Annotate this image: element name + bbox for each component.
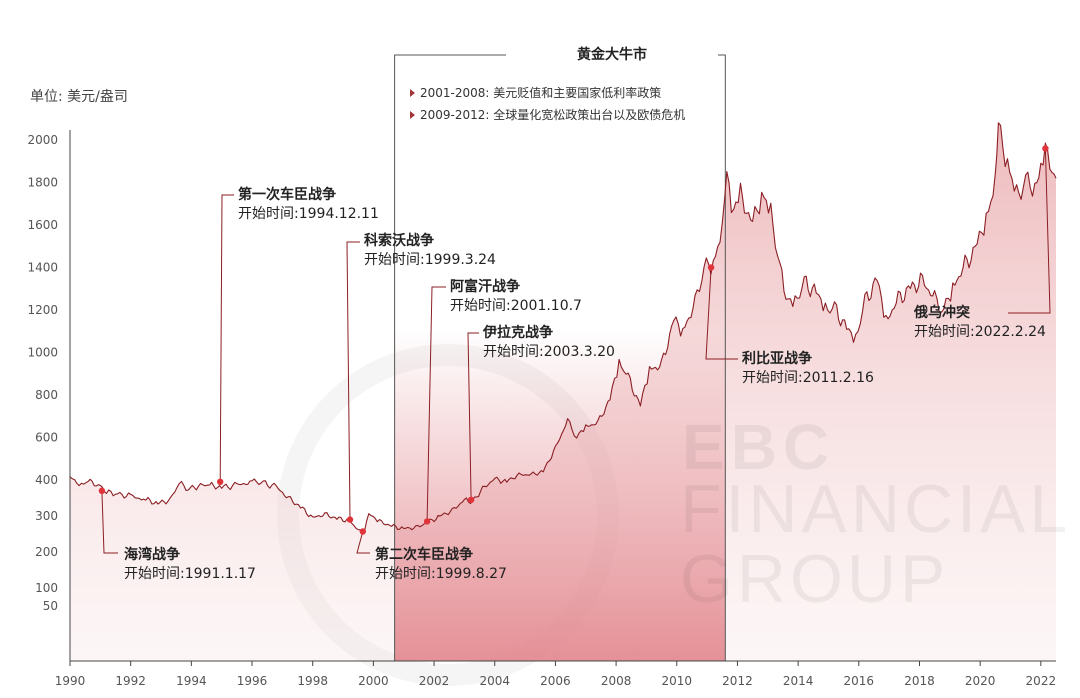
price-line <box>69 122 1057 534</box>
x-tick-label: 2008 <box>601 674 632 688</box>
event-marker <box>359 528 366 535</box>
bull-market-note: 2009-2012: 全球量化宽松政策出台以及欧债危机 <box>410 106 685 123</box>
event-iraq-war: 伊拉克战争 开始时间:2003.3.20 <box>483 324 615 362</box>
event-leader-line <box>426 286 446 522</box>
x-tick-label: 2022 <box>1026 674 1057 688</box>
event-leader-line <box>101 490 118 554</box>
event-leader-line <box>219 194 234 482</box>
x-tick-label: 1992 <box>115 674 146 688</box>
event-name: 第二次车臣战争 <box>375 547 473 563</box>
y-tick-label: 200 <box>35 545 58 559</box>
event-first-chechen-war: 第一次车臣战争 开始时间:1994.12.11 <box>238 186 379 224</box>
event-afghan-war: 阿富汗战争 开始时间:2001.10.7 <box>450 278 582 316</box>
x-tick-label: 1996 <box>237 674 268 688</box>
y-tick-label: 1600 <box>27 218 58 232</box>
event-name: 阿富汗战争 <box>450 279 520 295</box>
y-tick-label: 600 <box>35 431 58 445</box>
x-tick-label: 1990 <box>55 674 86 688</box>
x-tick-label: 2018 <box>904 674 935 688</box>
event-name: 伊拉克战争 <box>483 325 553 341</box>
event-start: 开始时间:1994.12.11 <box>238 206 379 222</box>
event-marker <box>1042 145 1049 152</box>
x-tick-label: 1998 <box>297 674 328 688</box>
y-tick-label: 1800 <box>27 176 58 190</box>
x-tick-label: 2010 <box>661 674 692 688</box>
x-tick-label: 2012 <box>722 674 753 688</box>
price-area <box>70 122 1056 662</box>
x-tick-label: 2020 <box>965 674 996 688</box>
x-tick-label: 2004 <box>479 674 510 688</box>
event-marker <box>707 264 715 271</box>
bull-market-band-fill <box>394 330 726 661</box>
event-gulf-war: 海湾战争 开始时间:1991.1.17 <box>124 546 256 584</box>
bull-market-note-text: 2009-2012: 全球量化宽松政策出台以及欧债危机 <box>420 108 686 122</box>
y-tick-label: 400 <box>35 473 58 487</box>
event-leader-line <box>356 531 370 554</box>
x-tick-label: 2016 <box>844 674 875 688</box>
event-name: 科索沃战争 <box>364 233 434 249</box>
watermark-group: GROUP <box>680 541 950 617</box>
unit-label: 单位: 美元/盎司 <box>30 89 128 105</box>
x-tick-label: 2002 <box>419 674 450 688</box>
event-name: 俄乌冲突 <box>914 305 970 321</box>
bull-market-note-text: 2001-2008: 美元贬值和主要国家低利率政策 <box>420 86 662 100</box>
watermark-financial: FINANCIAL <box>680 471 1072 547</box>
y-tick-label: 1200 <box>27 303 58 317</box>
y-tick-label: 50 <box>43 599 58 613</box>
event-start: 开始时间:1999.8.27 <box>375 566 507 582</box>
event-start: 开始时间:2001.10.7 <box>450 298 582 314</box>
event-marker <box>346 516 354 523</box>
event-kosovo-war: 科索沃战争 开始时间:1999.3.24 <box>364 232 496 270</box>
y-tick-label: 300 <box>35 509 58 523</box>
bull-market-note: 2001-2008: 美元贬值和主要国家低利率政策 <box>410 84 661 101</box>
event-start: 开始时间:2003.3.20 <box>483 344 615 360</box>
event-marker <box>423 518 431 525</box>
event-start: 开始时间:2011.2.16 <box>742 370 874 386</box>
x-tick-label: 2000 <box>358 674 389 688</box>
event-marker <box>217 478 224 485</box>
y-tick-label: 800 <box>35 388 58 402</box>
event-leader-line <box>467 332 479 500</box>
event-leader-line <box>346 241 360 520</box>
x-tick-label: 2006 <box>540 674 571 688</box>
event-start: 开始时间:1999.3.24 <box>364 252 496 268</box>
y-tick-label: 2000 <box>27 133 58 147</box>
y-tick-label: 1000 <box>27 346 58 360</box>
y-tick-label: 1400 <box>27 261 58 275</box>
triangle-bullet-icon <box>410 111 415 119</box>
event-marker <box>98 487 106 494</box>
event-leader-line <box>705 267 738 360</box>
event-start: 开始时间:2022.2.24 <box>914 324 1046 340</box>
event-name: 海湾战争 <box>124 547 180 563</box>
y-tick-label: 100 <box>35 581 58 595</box>
x-tick-label: 1994 <box>176 674 207 688</box>
watermark-ebc: EBC <box>682 411 836 483</box>
event-leader-line <box>1008 148 1051 314</box>
event-libya-war: 利比亚战争 开始时间:2011.2.16 <box>742 350 874 388</box>
event-name: 第一次车臣战争 <box>238 187 336 203</box>
bull-market-title: 黄金大牛市 <box>506 44 718 64</box>
event-start: 开始时间:1991.1.17 <box>124 566 256 582</box>
event-second-chechen-war: 第二次车臣战争 开始时间:1999.8.27 <box>375 546 507 584</box>
event-name: 利比亚战争 <box>742 351 812 367</box>
triangle-bullet-icon <box>410 89 415 97</box>
x-tick-label: 2014 <box>783 674 814 688</box>
event-russia-ukraine-conflict: 俄乌冲突 开始时间:2022.2.24 <box>914 304 1046 342</box>
event-marker <box>467 496 475 503</box>
